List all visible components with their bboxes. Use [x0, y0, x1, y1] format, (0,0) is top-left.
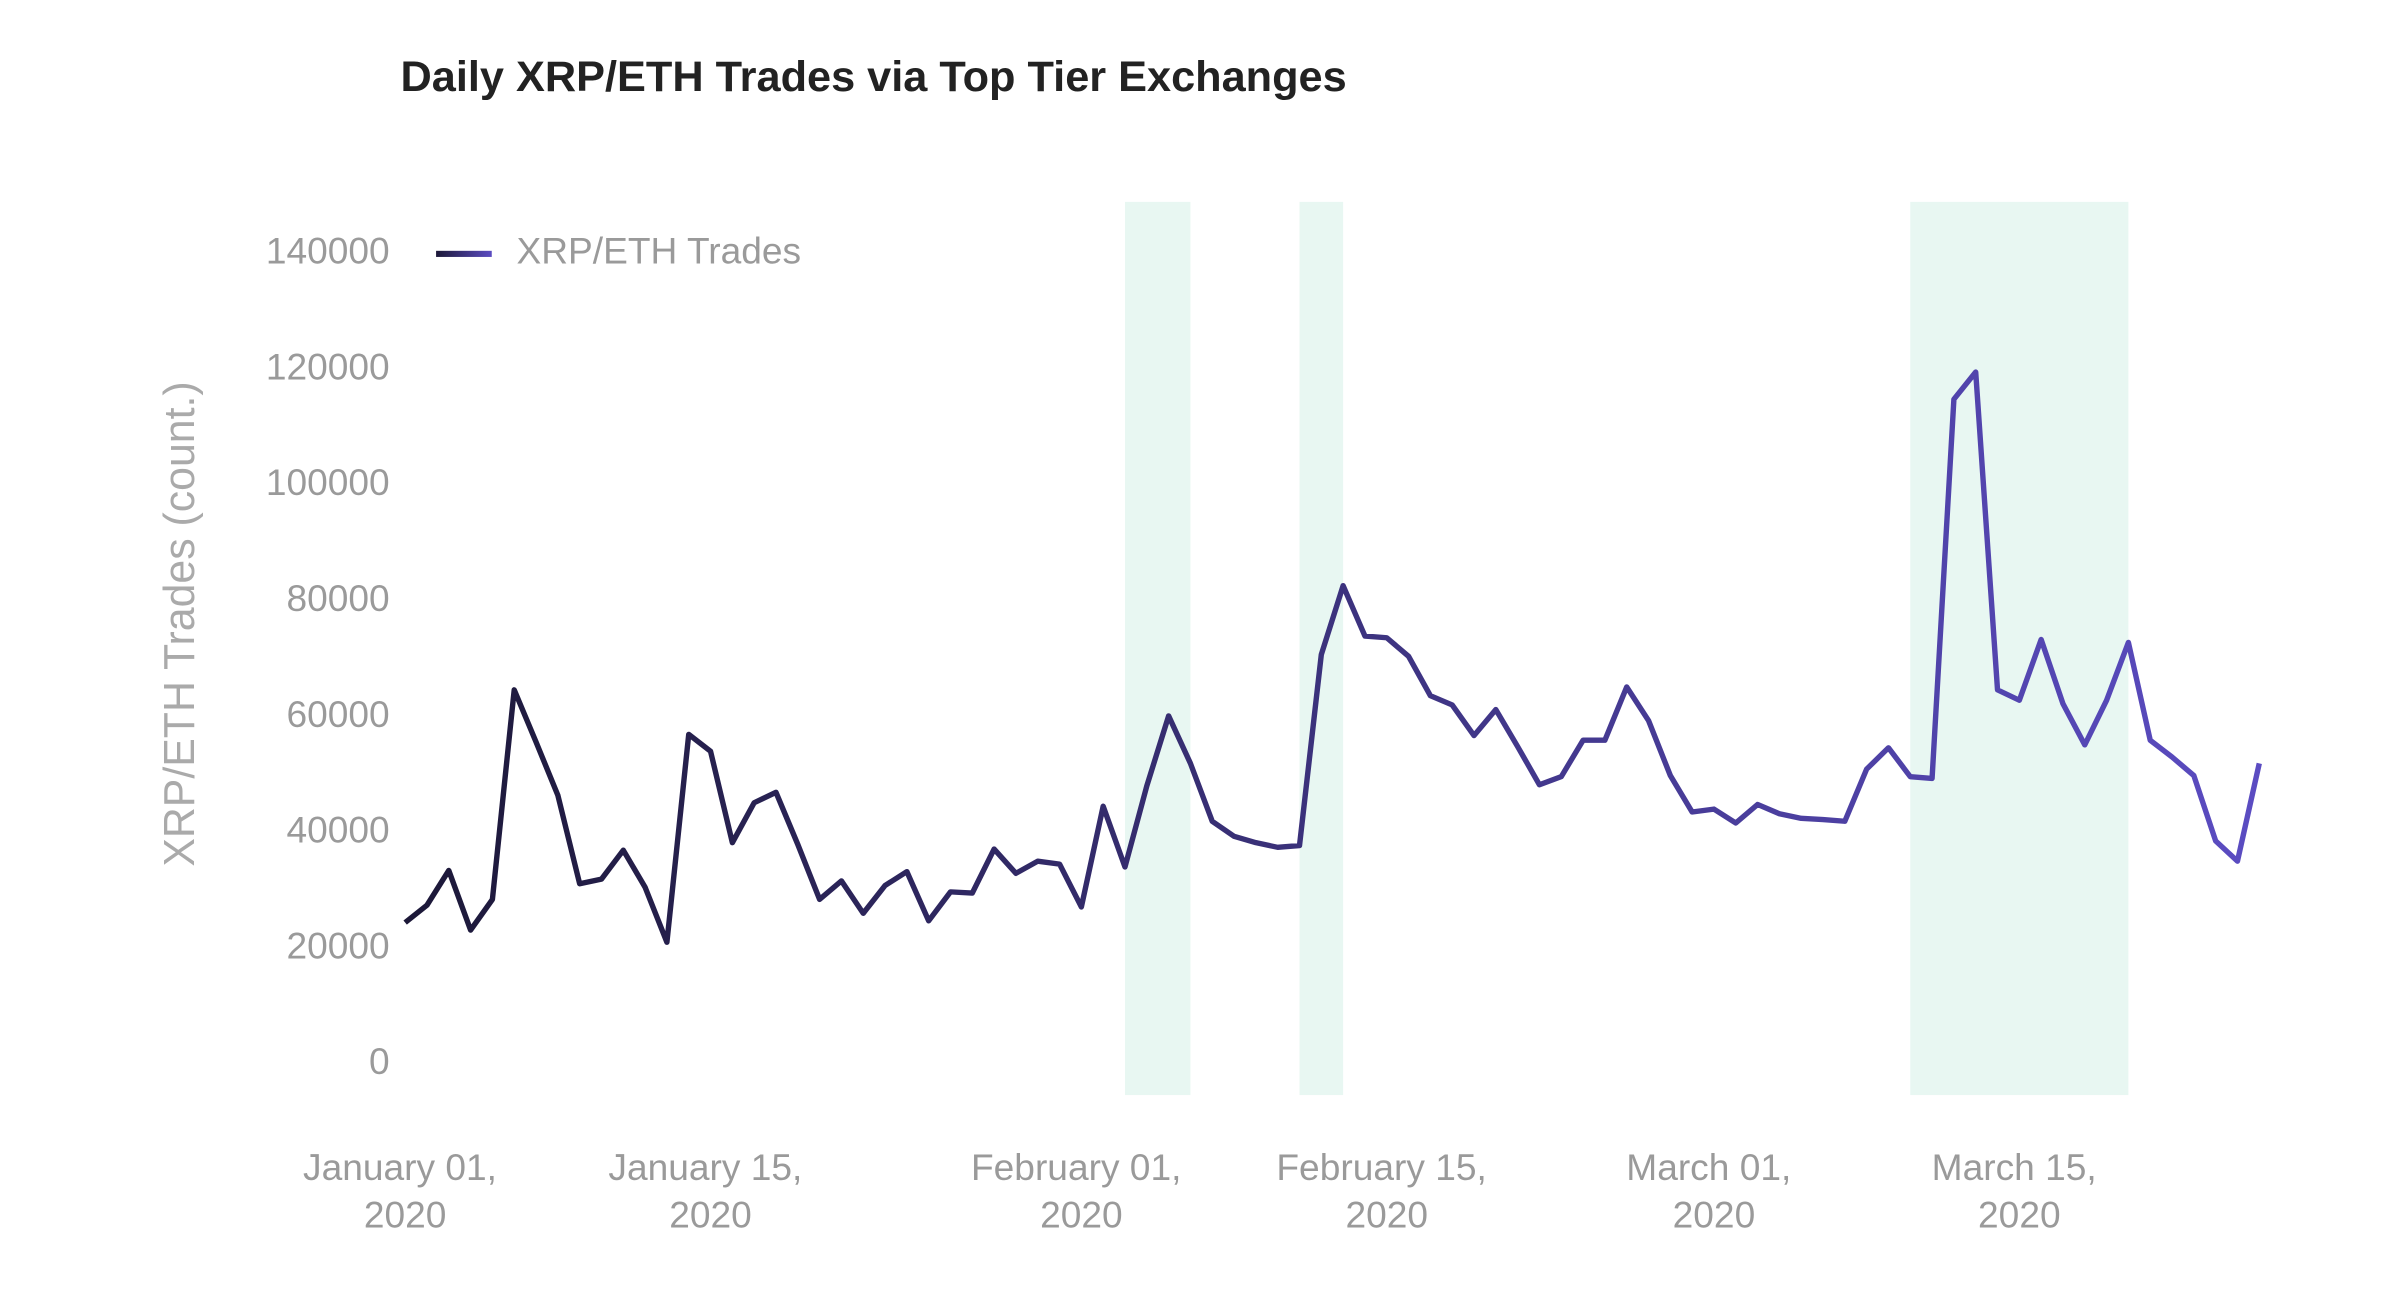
- legend-swatch: [436, 250, 492, 257]
- y-tick-label: 100000: [266, 462, 390, 503]
- shaded-range: [1910, 201, 2129, 1096]
- x-tick-label: February 15, 2020: [1276, 1147, 1497, 1235]
- y-tick-label: 0: [369, 1041, 390, 1082]
- legend-label: XRP/ETH Trades: [516, 231, 801, 272]
- x-tick-label: February 01, 2020: [971, 1147, 1192, 1235]
- y-tick-label: 40000: [286, 810, 389, 851]
- x-tick-label: March 15, 2020: [1932, 1147, 2107, 1235]
- y-axis-label: XRP/ETH Trades (count.): [156, 381, 204, 866]
- x-tick-label: March 01, 2020: [1626, 1147, 1801, 1235]
- y-tick-label: 60000: [286, 694, 389, 735]
- y-tick-label: 20000: [286, 925, 389, 966]
- x-tick-label: January 15, 2020: [608, 1147, 812, 1235]
- data-line: [403, 369, 2262, 945]
- y-tick-label: 120000: [266, 347, 390, 388]
- shaded-range: [1124, 201, 1191, 1096]
- y-tick-label: 80000: [286, 578, 389, 619]
- x-tick-label: January 01, 2020: [303, 1147, 507, 1235]
- y-tick-label: 140000: [266, 231, 390, 272]
- chart-title: Daily XRP/ETH Trades via Top Tier Exchan…: [401, 53, 1347, 101]
